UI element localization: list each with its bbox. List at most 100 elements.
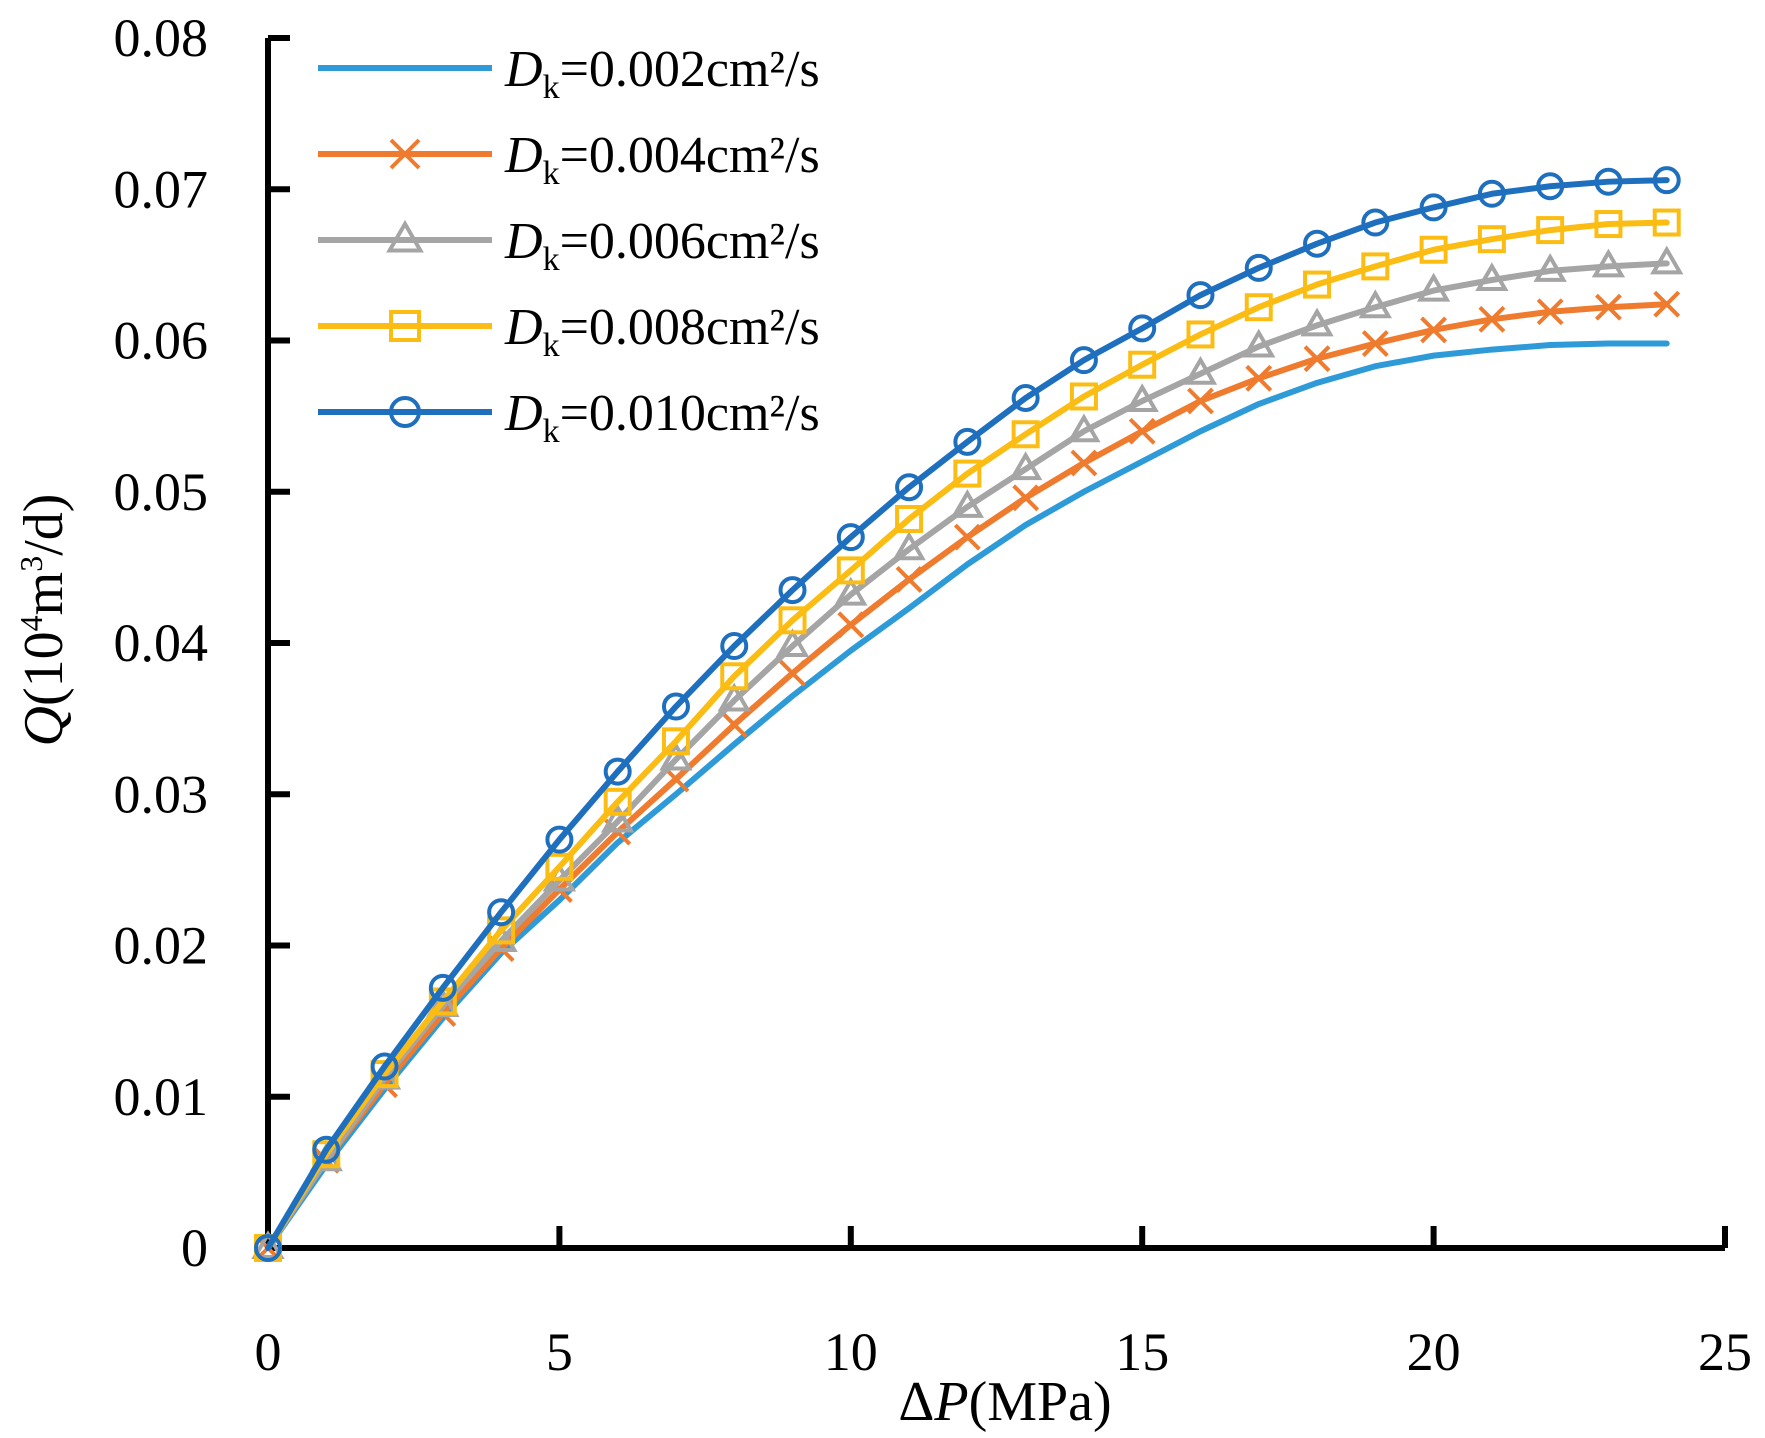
circle-marker (1244, 253, 1273, 282)
square-marker (1652, 208, 1681, 237)
x-tick-label: 5 (546, 1322, 573, 1382)
triangle-marker (775, 628, 810, 658)
circle-marker (1128, 314, 1157, 343)
x-marker (837, 611, 865, 639)
circle-marker (428, 973, 457, 1002)
x-marker (1478, 305, 1506, 333)
x-tick-label: 15 (1115, 1322, 1169, 1382)
x-marker (1420, 316, 1448, 344)
x-marker (953, 523, 981, 551)
x-tick-label: 10 (824, 1322, 878, 1382)
square-marker (836, 556, 865, 585)
triangle-marker (1067, 413, 1101, 443)
square-marker (1069, 382, 1098, 411)
triangle-marker (1475, 262, 1509, 291)
triangle-marker (1358, 289, 1392, 319)
circle-marker (1186, 281, 1215, 310)
square-marker (1128, 350, 1157, 379)
legend-item: Dk=0.010cm²/s (318, 385, 820, 450)
y-axis-title-exp: 4 (13, 615, 49, 631)
x-marker-stroke (1245, 364, 1273, 392)
circle-marker (1477, 179, 1506, 208)
tick-labels: 0 0.01 0.02 0.03 0.04 0.05 0.06 0.07 0.08 0 5 10 15 2… (114, 8, 1753, 1382)
x-marker-stroke (1653, 290, 1681, 318)
x-marker (389, 138, 421, 170)
circle-marker (1594, 167, 1623, 196)
triangle-marker (251, 1230, 285, 1259)
triangle-marker (1650, 245, 1684, 275)
axes-layer (265, 35, 1728, 1251)
x-marker-stroke (1128, 417, 1156, 445)
y-tick-label: 0.02 (114, 916, 209, 976)
square-marker (778, 606, 807, 635)
circle-marker (487, 898, 516, 927)
legend-label-rest: =0.010cm²/s (560, 385, 820, 442)
x-marker-stroke (1420, 316, 1448, 344)
triangle-marker (1242, 328, 1276, 358)
legend-label-var: D (504, 213, 543, 270)
series-3 (251, 245, 1684, 1259)
series-4 (254, 208, 1681, 1262)
svg-text:ΔP(MPa): ΔP(MPa) (898, 1371, 1111, 1433)
square-marker (1361, 252, 1390, 281)
y-tick-label: 0.01 (114, 1067, 209, 1127)
x-marker (1595, 293, 1622, 321)
legend-label-rest: =0.004cm²/s (560, 127, 820, 184)
triangle-marker (1591, 248, 1626, 278)
legend-label-var: D (504, 385, 543, 442)
legend-label-var: D (504, 41, 543, 98)
triangle-marker (1533, 253, 1567, 282)
x-marker-stroke (779, 659, 806, 687)
square-marker (1536, 216, 1565, 245)
triangle-marker (892, 531, 926, 561)
legend-label: Dk=0.006cm²/s (504, 213, 820, 278)
square-marker (953, 459, 982, 488)
x-marker-stroke (389, 138, 421, 170)
circle-marker (836, 523, 865, 552)
legend-label-var: D (504, 299, 543, 356)
circle-marker (1011, 383, 1040, 412)
legend: Dk=0.002cm²/sDk=0.004cm²/sDk=0.006cm²/sD… (318, 41, 820, 450)
circle-marker (953, 427, 982, 456)
x-marker (1361, 330, 1389, 357)
y-axis-title-mid: m (13, 572, 75, 616)
legend-label-sub: k (543, 155, 560, 192)
circle-marker (1419, 193, 1448, 222)
circle-marker (389, 396, 421, 428)
series-line (265, 177, 1670, 1251)
legend-label-var: D (504, 127, 543, 184)
series-2 (254, 290, 1681, 1262)
y-axis-title-close: /d) (13, 494, 75, 556)
triangle-marker (1125, 383, 1159, 412)
series-layer (251, 166, 1684, 1262)
square-marker (1477, 225, 1506, 254)
square-marker (545, 852, 574, 881)
legend-item: Dk=0.006cm²/s (318, 213, 820, 278)
x-tick-label: 20 (1407, 1322, 1461, 1382)
x-marker (1303, 345, 1331, 373)
legend-label: Dk=0.002cm²/s (504, 41, 820, 106)
legend-label-sub: k (543, 241, 560, 278)
circle-marker (778, 576, 807, 605)
y-tick-label: 0 (181, 1218, 208, 1278)
x-marker (1653, 290, 1681, 318)
series-1 (265, 340, 1670, 1251)
x-marker (720, 711, 748, 739)
y-tick-label: 0.07 (114, 159, 209, 219)
circle-marker (1303, 229, 1332, 258)
x-tick-label: 25 (1698, 1322, 1752, 1382)
x-marker-stroke (1536, 298, 1564, 326)
series-line (265, 301, 1670, 1251)
triangle-marker (659, 741, 693, 771)
legend-item: Dk=0.008cm²/s (318, 299, 820, 364)
legend-label-rest: =0.002cm²/s (560, 41, 820, 98)
circle-marker (720, 632, 749, 661)
square-marker (1303, 270, 1332, 299)
triangle-marker (834, 576, 868, 606)
square-marker (1011, 420, 1040, 449)
x-marker-stroke (837, 611, 865, 639)
series-line (265, 340, 1670, 1251)
circle-marker (661, 692, 690, 721)
x-axis-title: ΔP(MPa) (898, 1371, 1111, 1433)
triangle-marker (1416, 272, 1451, 302)
